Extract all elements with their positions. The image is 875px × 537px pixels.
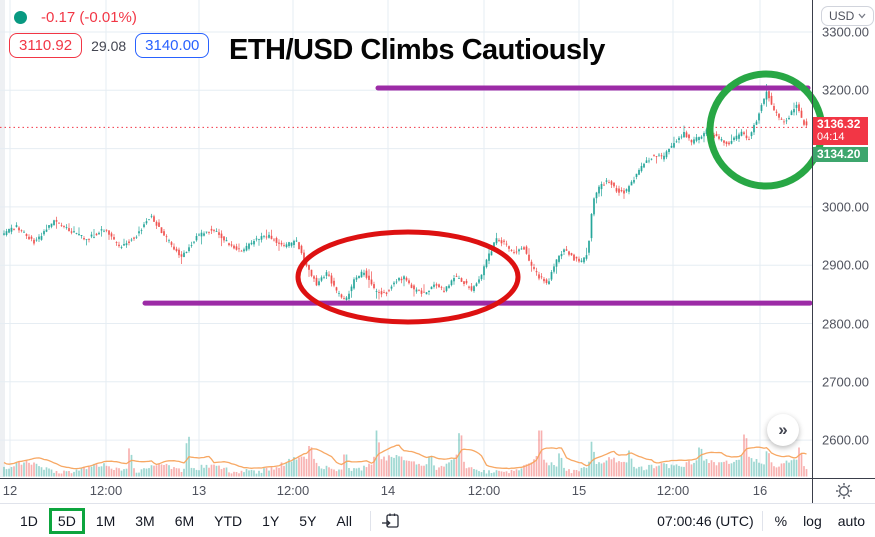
close-price-tag: 3134.20	[813, 147, 868, 163]
volume-ma-line	[3, 444, 807, 470]
time-axis-label: 15	[571, 483, 587, 498]
double-chevron-right-icon: »	[778, 420, 788, 439]
toolbar-divider-2	[761, 510, 763, 531]
range-button-6m[interactable]: 6M	[174, 512, 195, 529]
time-axis-label: 13	[191, 483, 207, 498]
time-axis[interactable]: 12 12:00 13 12:00 14 12:00 15 12:00 16	[0, 478, 812, 503]
range-button-1y[interactable]: 1Y	[262, 512, 280, 529]
buy-price-button[interactable]: 3140.00	[135, 33, 210, 58]
gridlines	[0, 0, 812, 477]
expand-panel-button[interactable]: »	[767, 414, 799, 446]
time-axis-label: 12:00	[89, 483, 123, 498]
price-axis-label: 3000.00	[822, 199, 869, 215]
go-to-date-icon	[381, 513, 399, 528]
last-price-value: 3136.32	[817, 117, 861, 132]
session-clock[interactable]: 07:00:46 (UTC)	[657, 512, 754, 529]
price-axis-label: 2900.00	[822, 257, 869, 273]
chart-settings-gear-icon[interactable]	[834, 481, 854, 501]
candles	[3, 84, 808, 302]
time-axis-label: 16	[752, 483, 768, 498]
chart-left-gutter	[0, 0, 5, 477]
price-axis-label: 3200.00	[822, 82, 869, 98]
range-button-5d[interactable]: 5D	[48, 507, 85, 534]
scale-buttons: % log auto	[775, 513, 865, 529]
toolbar-divider	[369, 510, 371, 531]
annotation-headline-text: ETH/USD Climbs Cautiously	[229, 34, 605, 66]
chart-canvas[interactable]	[0, 0, 826, 478]
symbol-legend: -0.17 (-0.01%) 3110.92 29.08 3140.00	[9, 8, 210, 58]
chevron-down-icon	[858, 13, 866, 19]
time-axis-label: 12:00	[467, 483, 501, 498]
last-price-tag: 3136.32 04:14	[813, 117, 868, 146]
spread-value: 29.08	[91, 37, 127, 54]
range-button-3m[interactable]: 3M	[135, 512, 155, 529]
time-axis-label: 12:00	[656, 483, 690, 498]
close-price-value: 3134.20	[817, 147, 861, 162]
log-scale-button[interactable]: log	[803, 512, 822, 529]
auto-scale-button[interactable]: auto	[837, 512, 865, 529]
price-change-text: -0.17 (-0.01%)	[41, 8, 137, 26]
time-axis-label: 12	[2, 483, 18, 498]
price-axis-label: 2700.00	[822, 374, 869, 390]
axis-settings-corner[interactable]	[812, 478, 875, 503]
time-axis-label: 14	[380, 483, 396, 498]
go-to-date-button[interactable]	[379, 509, 403, 533]
candle-countdown: 04:14	[817, 131, 845, 144]
price-axis-label: 2600.00	[822, 432, 869, 448]
annotation-red-ellipse[interactable]	[295, 229, 521, 325]
price-axis-label: 3300.00	[822, 24, 869, 40]
bottom-toolbar: 1D 5D 1M 3M 6M YTD 1Y 5Y All 07:00:46 (UTC) % log…	[0, 503, 875, 537]
market-status-dot	[14, 10, 27, 24]
sell-price-button[interactable]: 3110.92	[9, 33, 83, 58]
range-button-1m[interactable]: 1M	[95, 512, 116, 529]
range-button-ytd[interactable]: YTD	[214, 512, 243, 529]
currency-dropdown[interactable]: USD	[821, 6, 875, 26]
volume-bars	[3, 430, 808, 477]
price-axis[interactable]: USD 3300.00 3200.00 3000.00 2900.00 2800.00 2…	[812, 0, 875, 478]
price-axis-label: 2800.00	[822, 316, 869, 331]
range-button-5y[interactable]: 5Y	[299, 512, 317, 529]
range-button-1d[interactable]: 1D	[20, 512, 38, 529]
time-axis-label: 12:00	[276, 483, 310, 498]
percent-scale-button[interactable]: %	[774, 512, 788, 529]
date-range-buttons: 1D 5D 1M 3M 6M YTD 1Y 5Y All	[10, 507, 362, 534]
currency-dropdown-label: USD	[829, 9, 855, 23]
range-button-all[interactable]: All	[336, 512, 352, 529]
